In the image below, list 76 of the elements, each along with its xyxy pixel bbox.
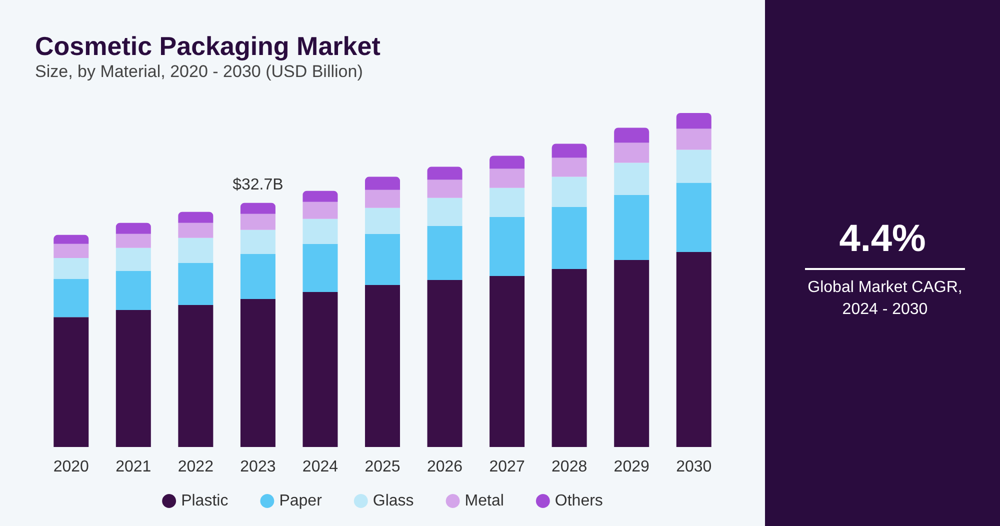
bar [427,226,462,280]
bar [240,254,276,300]
x-tick-label: 2029 [614,458,650,476]
text: 4.4% [838,218,927,261]
bar [302,292,338,447]
legend-label: Metal [464,492,504,510]
legend-label: Glass [372,492,414,510]
bar [552,144,587,158]
x-tick-label: 2020 [53,458,90,476]
x-tick-label: 2027 [489,458,525,476]
bar [240,299,276,447]
bar [302,202,338,219]
bar [676,252,712,447]
bar [490,276,525,447]
legend-label: Paper [279,492,323,510]
chart-title: Cosmetic Packaging Market [35,31,381,61]
bar [302,190,338,202]
bar [614,162,650,195]
bar [552,176,587,207]
bar [302,244,338,292]
bar [614,260,650,447]
bar [676,150,712,183]
bar [365,285,400,447]
bar [614,194,650,260]
bar [240,214,276,230]
bar [614,128,650,143]
bar [490,188,525,217]
bar [116,310,151,447]
legend-label: Others [554,492,603,510]
bar [552,206,587,269]
bar [676,113,712,129]
x-tick-label: 2028 [552,458,588,476]
bar [178,222,214,238]
annotation: $32.7B [232,176,284,194]
x-tick-label: 2024 [302,458,338,476]
bar [427,180,462,198]
bar [614,142,650,163]
x-tick-label: 2030 [676,458,712,476]
bar [116,234,151,248]
bar [676,182,712,252]
bar [427,166,462,180]
bar [427,198,462,226]
bar [552,268,587,447]
bar [54,244,89,258]
bar [54,317,89,447]
bar [178,212,214,223]
bar [54,258,89,279]
legend-label: Plastic [181,492,228,510]
x-tick-label: 2026 [426,458,463,476]
bar [552,158,587,177]
text: Global Market CAGR, 2024 - 2030 [806,278,964,320]
bar [178,262,214,306]
bar [178,238,214,263]
bar [365,176,400,190]
bar [365,234,400,286]
bar [240,230,276,254]
bar [54,279,89,318]
chart-subtitle: Size, by Material, 2020 - 2030 (USD Billion) [35,62,363,81]
bar [54,234,89,244]
bar [676,128,712,150]
bar [490,216,525,276]
bar [116,270,151,310]
bar [178,305,214,447]
bar [490,168,525,188]
bar [365,190,400,208]
bar [116,248,151,271]
bar [302,218,338,244]
x-tick-label: 2025 [364,458,400,476]
bar [365,208,400,234]
bar [427,280,462,447]
x-tick-label: 2021 [116,458,152,476]
bar [490,156,525,169]
bar [240,202,276,214]
bar [116,222,151,234]
x-tick-label: 2022 [178,458,214,476]
x-tick-label: 2023 [240,458,276,476]
